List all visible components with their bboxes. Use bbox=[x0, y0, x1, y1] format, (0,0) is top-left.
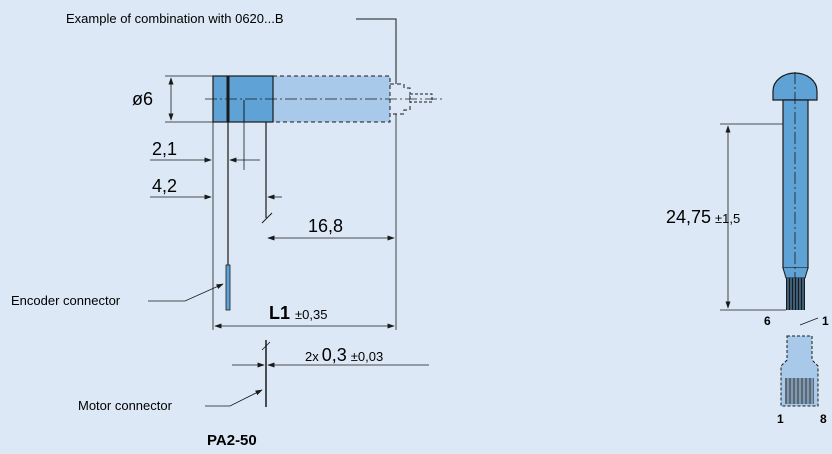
pin-thickness: 0,3 bbox=[322, 345, 347, 365]
connector-detail bbox=[780, 335, 819, 407]
motor-connector-pin: 2x 0,3 ±0,03 bbox=[232, 340, 429, 407]
svg-text:24,75±1,5: 24,75 ±1,5 bbox=[666, 207, 740, 227]
l1-tolerance: ±0,35 bbox=[295, 307, 327, 322]
motor-connector-callout: Motor connector bbox=[78, 389, 263, 413]
combination-note-leader bbox=[356, 18, 397, 84]
diameter-dimension: ø6 bbox=[132, 75, 213, 123]
pin-tolerance: ±0,03 bbox=[351, 349, 383, 364]
dimension-4-2: 4,2 bbox=[150, 176, 282, 200]
pin-number-bottom-right: 8 bbox=[820, 412, 827, 426]
cable-length-label: 24,75 bbox=[666, 207, 711, 227]
svg-text:L1±0,35: L1 ±0,35 bbox=[269, 303, 327, 323]
cable-length-tolerance: ±1,5 bbox=[715, 211, 740, 226]
encoder-connector-label: Encoder connector bbox=[11, 293, 121, 308]
dim-16-8-label: 16,8 bbox=[308, 216, 343, 236]
cable-head bbox=[772, 72, 818, 101]
pin-number-top-right: 1 bbox=[822, 314, 829, 328]
pin-number-bottom-left: 1 bbox=[777, 412, 784, 426]
l1-label: L1 bbox=[269, 303, 290, 323]
dim-2-1-label: 2,1 bbox=[152, 139, 177, 159]
encoder-connector-callout: Encoder connector bbox=[11, 283, 224, 308]
lead-wires bbox=[225, 122, 273, 311]
dimension-16-8: 16,8 bbox=[267, 114, 397, 330]
svg-text:2x0,3±0,03: 2x 0,3 ±0,03 bbox=[305, 345, 383, 365]
cable-length-dimension: 24,75 ±1,5 bbox=[666, 123, 786, 311]
dimension-l1: L1 ±0,35 bbox=[214, 303, 395, 329]
cable-body bbox=[782, 99, 809, 269]
diameter-label: ø6 bbox=[132, 89, 153, 109]
left-view: Example of combination with 0620...B bbox=[11, 11, 445, 449]
pin-count: 2x bbox=[305, 349, 319, 364]
model-name: PA2-50 bbox=[207, 432, 257, 449]
cable-contacts bbox=[786, 278, 805, 310]
dim-4-2-label: 4,2 bbox=[152, 176, 177, 196]
dimension-2-1: 2,1 bbox=[150, 139, 260, 163]
right-view: 24,75 ±1,5 6 1 1 8 bbox=[666, 72, 829, 426]
pin-number-top-left: 6 bbox=[764, 314, 771, 328]
motor-connector-label: Motor connector bbox=[78, 398, 173, 413]
combination-note: Example of combination with 0620...B bbox=[66, 11, 284, 26]
